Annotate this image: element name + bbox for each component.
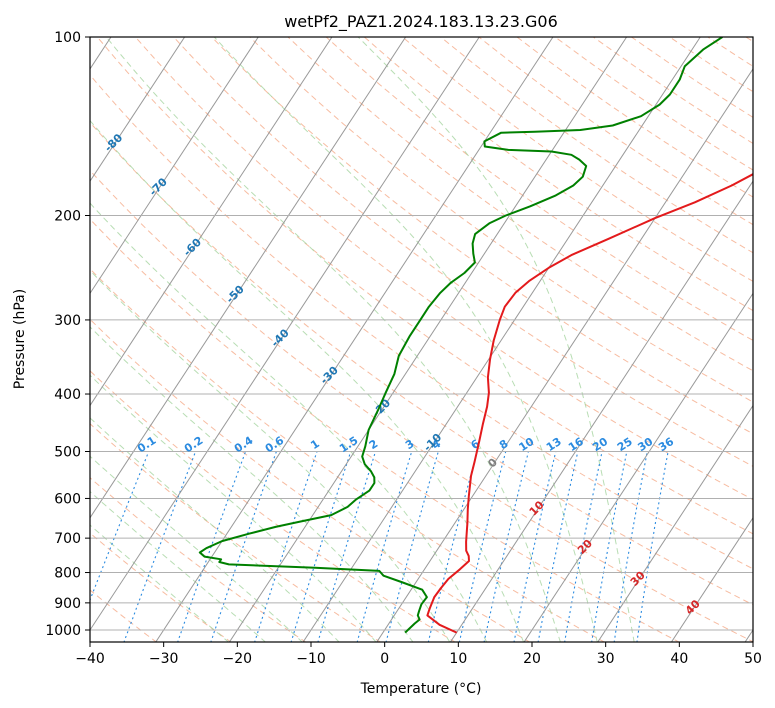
isotherm-line	[670, 516, 753, 642]
y-tick-label: 800	[54, 566, 81, 582]
y-tick-label: 600	[54, 491, 81, 507]
isotherm-line	[376, 68, 753, 642]
dry-adiabat	[90, 169, 753, 642]
mixing-ratio-line	[458, 451, 507, 642]
dry-adiabat	[249, 37, 753, 403]
y-tick-label: 900	[54, 596, 81, 612]
mixing-ratio-line	[177, 451, 247, 642]
x-tick-label: 20	[523, 651, 541, 667]
x-tick-label: 0	[380, 651, 389, 667]
plot-frame	[89, 36, 754, 643]
dry-adiabat	[90, 121, 753, 606]
x-axis: −40 −30 −20 −10 0 10 20 30 40 50	[75, 642, 762, 667]
dry-adiabat	[90, 268, 606, 642]
isotherm-line	[90, 37, 259, 295]
x-tick-label: 10	[449, 651, 467, 667]
x-axis-title: Temperature (°C)	[360, 681, 482, 697]
isotherm-line	[90, 37, 407, 519]
x-tick-label: −40	[75, 651, 105, 667]
mixing-ratio-line	[564, 451, 603, 642]
background-reference-lines	[90, 37, 753, 642]
x-tick-label: −10	[296, 651, 326, 667]
isotherm-line	[90, 37, 480, 631]
temperature-profile-line	[426, 173, 753, 634]
dewpoint-profile-line	[198, 37, 723, 634]
y-tick-label: 1000	[45, 623, 81, 639]
x-tick-label: −30	[149, 651, 179, 667]
pressure-grid	[90, 37, 753, 631]
dry-adiabat	[90, 218, 680, 642]
moist-adiabat	[90, 417, 340, 642]
isotherm-line	[90, 37, 186, 183]
isotherm-line	[90, 37, 333, 407]
y-tick-label: 300	[54, 313, 81, 329]
isotherm-line	[449, 180, 753, 642]
mixing-ratio-line	[427, 451, 478, 642]
mixing-ratio-line	[210, 451, 277, 642]
moist-adiabat	[357, 37, 635, 642]
y-tick-label: 200	[54, 209, 81, 225]
dry-adiabat	[90, 318, 531, 642]
dry-adiabat	[90, 532, 232, 642]
dry-adiabat	[90, 477, 307, 642]
moist-adiabat	[90, 490, 266, 642]
dry-adiabat	[90, 74, 753, 570]
mixing-ratio-line	[537, 451, 579, 642]
mixing-ratio-line	[317, 451, 377, 642]
y-tick-label: 500	[54, 444, 81, 460]
moist-adiabat	[213, 37, 598, 642]
sounding-profiles	[198, 37, 753, 634]
chart-title: wetPf2_PAZ1.2024.183.13.23.G06	[284, 12, 558, 32]
isotherm-line	[597, 404, 753, 642]
moist-adiabat	[90, 326, 414, 642]
isotherm-line	[523, 292, 753, 642]
mixing-ratio-line	[123, 451, 197, 642]
dry-adiabat	[96, 37, 753, 535]
mixing-ratio-line	[356, 451, 413, 642]
moist-adiabat	[105, 37, 561, 642]
y-tick-label: 700	[54, 531, 81, 547]
isotherm-line	[228, 37, 628, 642]
y-axis: 1000 900 800 700 600 500 400 300 200 100	[45, 30, 90, 639]
mixing-ratio-line	[290, 451, 352, 642]
y-tick-label: 400	[54, 387, 81, 403]
y-tick-label: 100	[54, 30, 81, 46]
x-tick-label: −20	[223, 651, 253, 667]
x-tick-label: 40	[670, 651, 688, 667]
moist-adiabat	[90, 119, 525, 642]
dry-adiabat	[325, 37, 753, 341]
moist-adiabat	[90, 269, 451, 642]
mixing-ratio-line	[254, 451, 318, 642]
x-tick-label: 50	[744, 651, 762, 667]
dry-adiabat	[135, 37, 753, 501]
mixing-ratio-line	[591, 451, 628, 642]
x-tick-label: 30	[597, 651, 615, 667]
mixing-ratio-line	[513, 451, 557, 642]
y-axis-title: Pressure (hPa)	[12, 289, 28, 389]
moist-adiabat	[90, 374, 377, 642]
dry-adiabat	[287, 37, 753, 372]
mixing-ratio-line	[385, 451, 439, 642]
isotherm-line	[302, 37, 701, 642]
moist-adiabat	[90, 524, 230, 642]
